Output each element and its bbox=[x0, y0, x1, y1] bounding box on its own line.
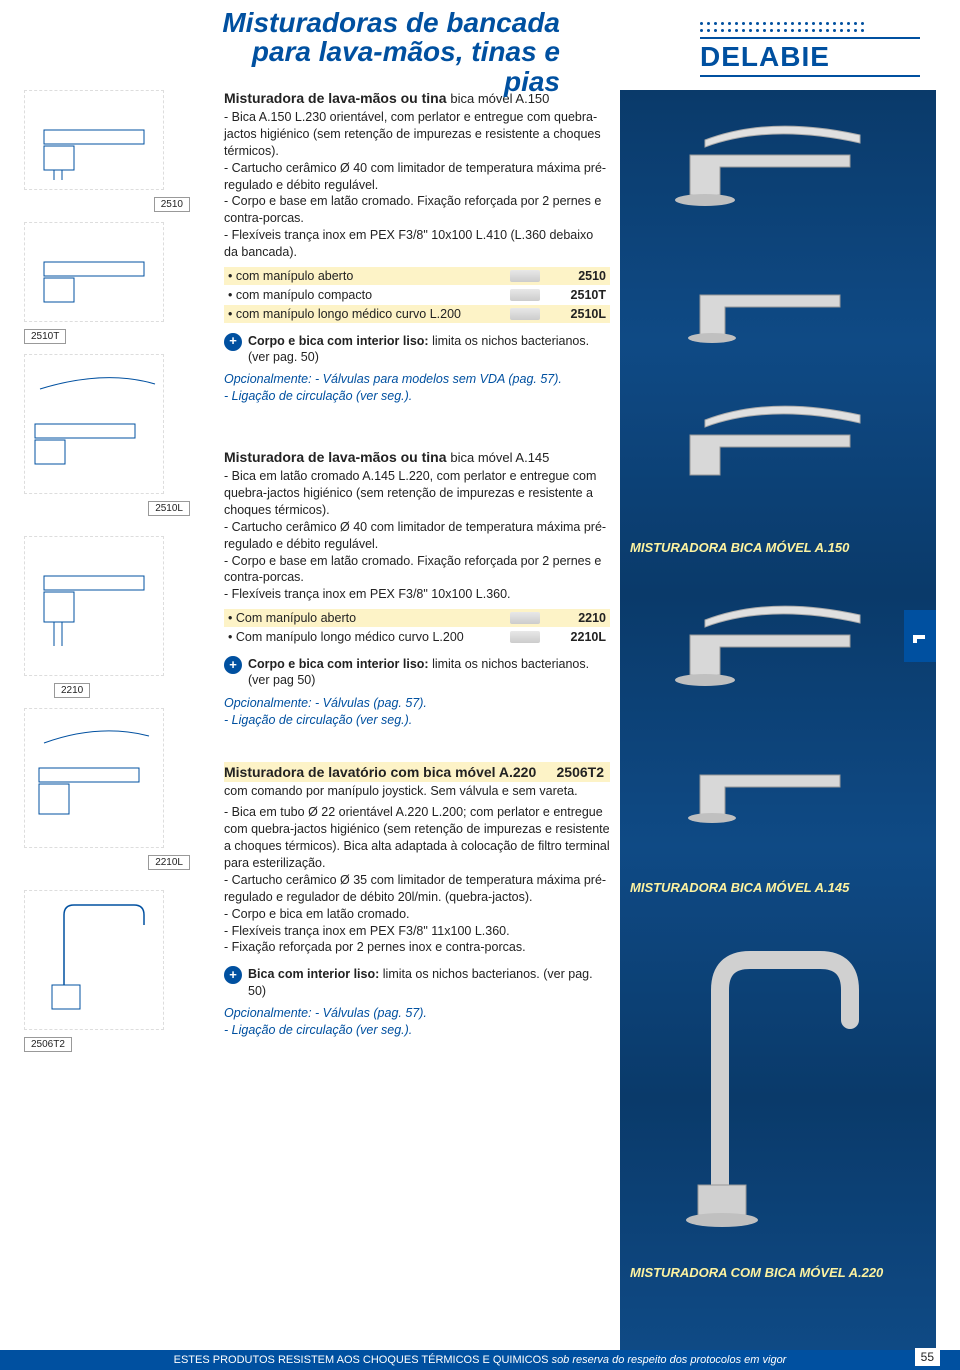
section-tab bbox=[904, 610, 936, 662]
faucet-outline-icon bbox=[34, 546, 154, 666]
footer-disclaimer: ESTES PRODUTOS RESISTEM AOS CHOQUES TÉRM… bbox=[0, 1350, 960, 1370]
diagram-code: 2510 bbox=[154, 197, 190, 212]
diagram-code: 2510T bbox=[24, 329, 66, 344]
faucet-photo-icon bbox=[660, 930, 880, 1230]
technical-diagram bbox=[24, 222, 164, 322]
product-title-sub: bica móvel A.145 bbox=[450, 450, 549, 465]
feature-text: Corpo e bica com interior liso: limita o… bbox=[248, 656, 610, 689]
variant-row: • com manípulo longo médico curvo L.200 … bbox=[224, 305, 610, 323]
product-photo bbox=[640, 920, 900, 1240]
faucet-photo-icon bbox=[650, 585, 890, 715]
plus-icon: + bbox=[224, 333, 242, 351]
variant-code: 2210L bbox=[546, 630, 606, 644]
page-title: Misturadoras de bancada para lava-mãos, … bbox=[200, 8, 560, 96]
variant-row: • Com manípulo longo médico curvo L.200 … bbox=[224, 628, 610, 646]
product-photo bbox=[640, 100, 900, 240]
product-photo-label: MISTURADORA BICA MÓVEL A.145 bbox=[630, 880, 849, 895]
feature-callout: + Corpo e bica com interior liso: limita… bbox=[224, 333, 610, 366]
diagram-code: 2210L bbox=[148, 855, 190, 870]
footer-strong: ESTES PRODUTOS RESISTEM AOS CHOQUES TÉRM… bbox=[174, 1354, 552, 1366]
technical-diagram bbox=[24, 90, 164, 190]
plus-icon: + bbox=[224, 656, 242, 674]
handle-icon bbox=[510, 612, 540, 624]
technical-diagram bbox=[24, 536, 164, 676]
product-subtitle: com comando por manípulo joystick. Sem v… bbox=[224, 784, 610, 798]
faucet-outline-icon bbox=[34, 232, 154, 312]
variant-label: • Com manípulo aberto bbox=[228, 611, 504, 625]
faucet-outline-icon bbox=[34, 895, 154, 1025]
brand-logo: DELABIE bbox=[700, 22, 920, 77]
optional-text: Opcionalmente: - Válvulas (pag. 57). - L… bbox=[224, 695, 610, 729]
faucet-photo-icon bbox=[670, 745, 870, 835]
product-title-sub: com bica móvel A.220 bbox=[390, 764, 536, 780]
technical-diagram bbox=[24, 354, 164, 494]
product-description: - Bica em latão cromado A.145 L.220, com… bbox=[224, 468, 610, 603]
variant-row: • com manípulo aberto 2510 bbox=[224, 267, 610, 285]
product-photo-panel: MISTURADORA BICA MÓVEL A.150 MISTURADORA… bbox=[620, 90, 936, 1350]
product-photo bbox=[640, 580, 900, 720]
feature-callout: + Bica com interior liso: limita os nich… bbox=[224, 966, 610, 999]
handle-icon bbox=[510, 270, 540, 282]
handle-icon bbox=[510, 308, 540, 320]
product-photo bbox=[640, 740, 900, 840]
product-title-main: Misturadora de lava-mãos ou tina bbox=[224, 449, 450, 465]
feature-text: Corpo e bica com interior liso: limita o… bbox=[248, 333, 610, 366]
faucet-outline-icon bbox=[34, 100, 154, 180]
product-photo-label: MISTURADORA BICA MÓVEL A.150 bbox=[630, 540, 849, 555]
faucet-tab-icon bbox=[909, 625, 931, 647]
faucet-outline-icon bbox=[29, 718, 159, 838]
variant-row: • com manípulo compacto 2510T bbox=[224, 286, 610, 304]
variant-code: 2510L bbox=[546, 307, 606, 321]
handle-icon bbox=[510, 631, 540, 643]
product-title-main: Misturadora de lavatório bbox=[224, 764, 390, 780]
diagrams-column: 2510 2510T 2510L 2210 2210L 2506T2 bbox=[0, 90, 220, 1350]
product-title: Misturadora de lava-mãos ou tina bica mó… bbox=[224, 449, 610, 465]
faucet-photo-icon bbox=[670, 265, 870, 355]
product-title: Misturadora de lavatório com bica móvel … bbox=[224, 762, 610, 782]
product-description: - Bica A.150 L.230 orientável, com perla… bbox=[224, 109, 610, 261]
diagram-code: 2506T2 bbox=[24, 1037, 72, 1052]
title-line-2: para lava-mãos, tinas e pias bbox=[252, 36, 560, 96]
product-photo-label: MISTURADORA COM BICA MÓVEL A.220 bbox=[630, 1265, 883, 1280]
variant-label: • com manípulo longo médico curvo L.200 bbox=[228, 307, 504, 321]
optional-text: Opcionalmente: - Válvulas para modelos s… bbox=[224, 371, 610, 405]
page-number: 55 bbox=[915, 1348, 940, 1366]
brand-name: DELABIE bbox=[700, 37, 920, 77]
descriptions-column: Misturadora de lava-mãos ou tina bica mó… bbox=[220, 90, 620, 1350]
handle-icon bbox=[510, 289, 540, 301]
variant-code: 2210 bbox=[546, 611, 606, 625]
technical-diagram bbox=[24, 708, 164, 848]
product-title-code: 2506T2 bbox=[557, 764, 610, 780]
variant-label: • com manípulo aberto bbox=[228, 269, 504, 283]
product-description: - Bica em tubo Ø 22 orientável A.220 L.2… bbox=[224, 804, 610, 956]
variant-label: • Com manípulo longo médico curvo L.200 bbox=[228, 630, 504, 644]
logo-dots bbox=[700, 22, 920, 33]
technical-diagram bbox=[24, 890, 164, 1030]
optional-text: Opcionalmente: - Válvulas (pag. 57). - L… bbox=[224, 1005, 610, 1039]
faucet-outline-icon bbox=[25, 364, 163, 484]
plus-icon: + bbox=[224, 966, 242, 984]
variant-code: 2510T bbox=[546, 288, 606, 302]
feature-text: Bica com interior liso: limita os nichos… bbox=[248, 966, 610, 999]
feature-callout: + Corpo e bica com interior liso: limita… bbox=[224, 656, 610, 689]
variant-code: 2510 bbox=[546, 269, 606, 283]
product-photo bbox=[640, 380, 900, 520]
diagram-code: 2210 bbox=[54, 683, 90, 698]
variant-row: • Com manípulo aberto 2210 bbox=[224, 609, 610, 627]
diagram-code: 2510L bbox=[148, 501, 190, 516]
faucet-photo-icon bbox=[650, 385, 890, 515]
variant-label: • com manípulo compacto bbox=[228, 288, 504, 302]
catalog-page: Misturadoras de bancada para lava-mãos, … bbox=[0, 0, 960, 1370]
page-header: Misturadoras de bancada para lava-mãos, … bbox=[0, 0, 960, 90]
footer-rest: sob reserva do respeito dos protocolos e… bbox=[552, 1354, 787, 1366]
faucet-photo-icon bbox=[650, 105, 890, 235]
product-photo bbox=[640, 260, 900, 360]
title-line-1: Misturadoras de bancada bbox=[222, 7, 560, 38]
